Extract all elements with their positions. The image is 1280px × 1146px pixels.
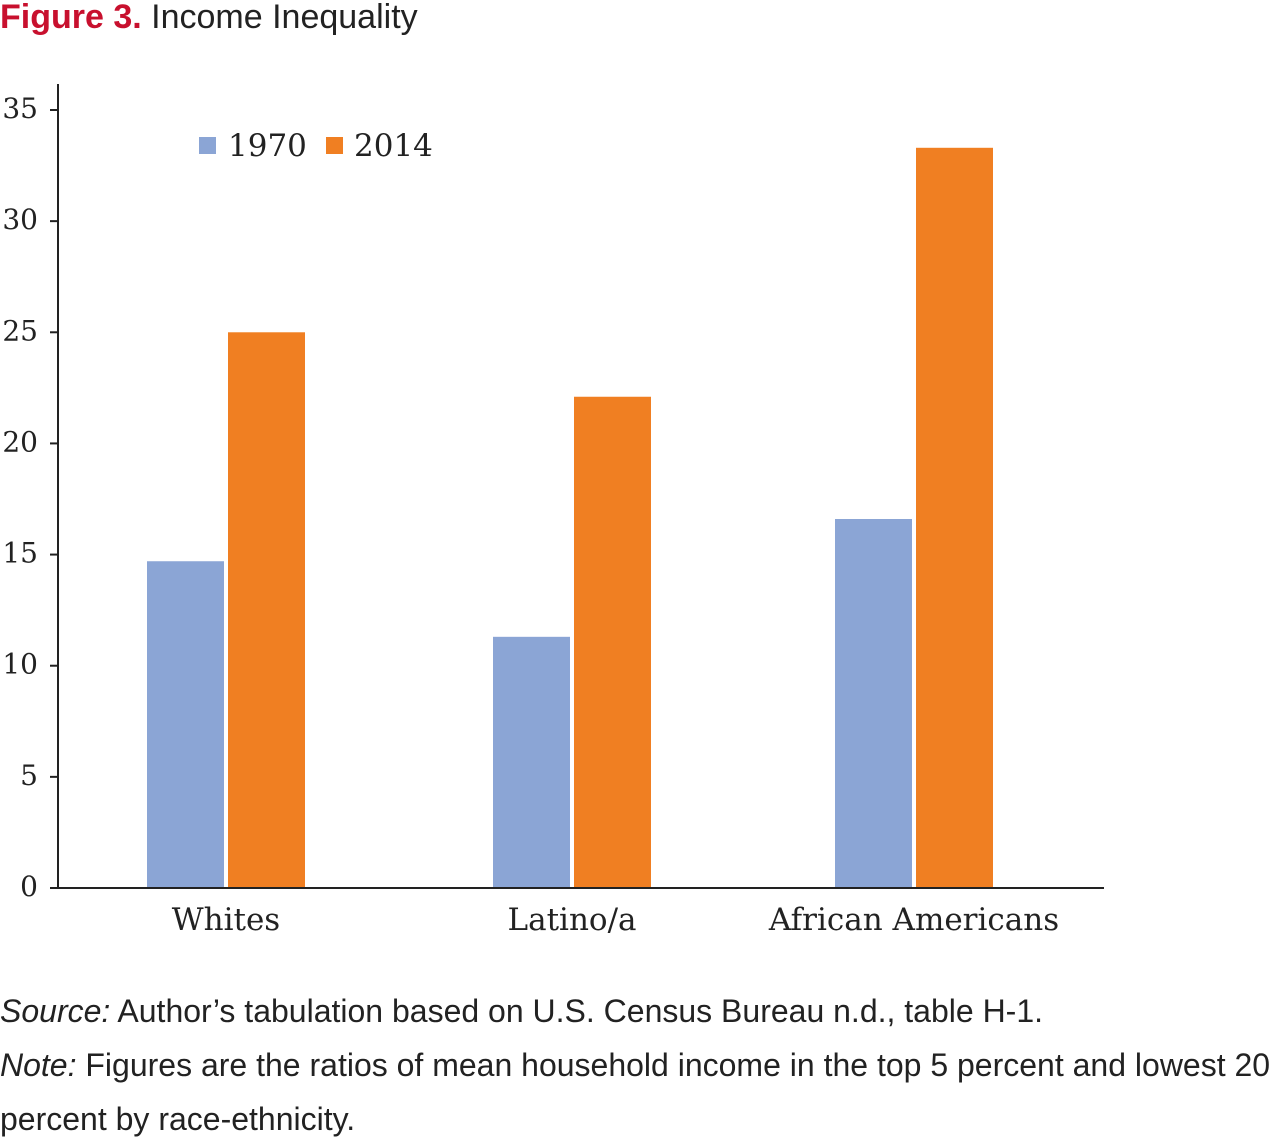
bar-chart: 0 5 10 15 20 25 30 35 Whites Latino/a African Ame…: [2, 84, 1104, 938]
source-text: Author’s tabulation based on U.S. Census…: [110, 993, 1044, 1029]
bars: [147, 147, 993, 888]
y-tick-label: 15: [2, 537, 38, 570]
x-category-label: African Americans: [768, 902, 1059, 938]
y-tick-label: 5: [20, 759, 38, 792]
figure-number: Figure 3.: [0, 0, 142, 36]
bar-2014-african-americans: [916, 147, 993, 888]
note-text: Figures are the ratios of mean household…: [0, 1047, 1271, 1137]
legend-label-1970: 1970: [228, 128, 307, 164]
bar-2014-latino-a: [574, 396, 651, 888]
y-tick-label: 10: [2, 648, 38, 681]
y-tick-label: 30: [2, 203, 38, 236]
y-axis: 0 5 10 15 20 25 30 35: [2, 84, 59, 903]
y-tick-label: 35: [2, 92, 38, 125]
y-tick-label: 0: [20, 870, 38, 903]
x-category-label: Whites: [172, 902, 280, 938]
legend: 1970 2014: [199, 128, 433, 164]
x-category-label: Latino/a: [508, 902, 637, 938]
bar-1970-latino-a: [493, 636, 570, 888]
note-line: Note: Figures are the ratios of mean hou…: [0, 1038, 1280, 1146]
y-tick-label: 25: [2, 314, 38, 347]
x-axis: Whites Latino/a African Americans: [58, 887, 1104, 938]
figure-title: Figure 3. Income Inequality: [0, 0, 418, 34]
note-label: Note:: [0, 1047, 77, 1083]
legend-swatch-2014: [326, 137, 343, 154]
source-line: Source: Author’s tabulation based on U.S…: [0, 984, 1280, 1038]
figure-notes: Source: Author’s tabulation based on U.S…: [0, 984, 1280, 1146]
bar-1970-african-americans: [835, 519, 912, 888]
legend-swatch-1970: [199, 137, 216, 154]
figure-title-text: Income Inequality: [151, 0, 418, 36]
y-tick-label: 20: [2, 425, 38, 458]
legend-label-2014: 2014: [354, 128, 433, 164]
bar-2014-whites: [228, 332, 305, 888]
bar-1970-whites: [147, 561, 224, 888]
source-label: Source:: [0, 993, 111, 1029]
